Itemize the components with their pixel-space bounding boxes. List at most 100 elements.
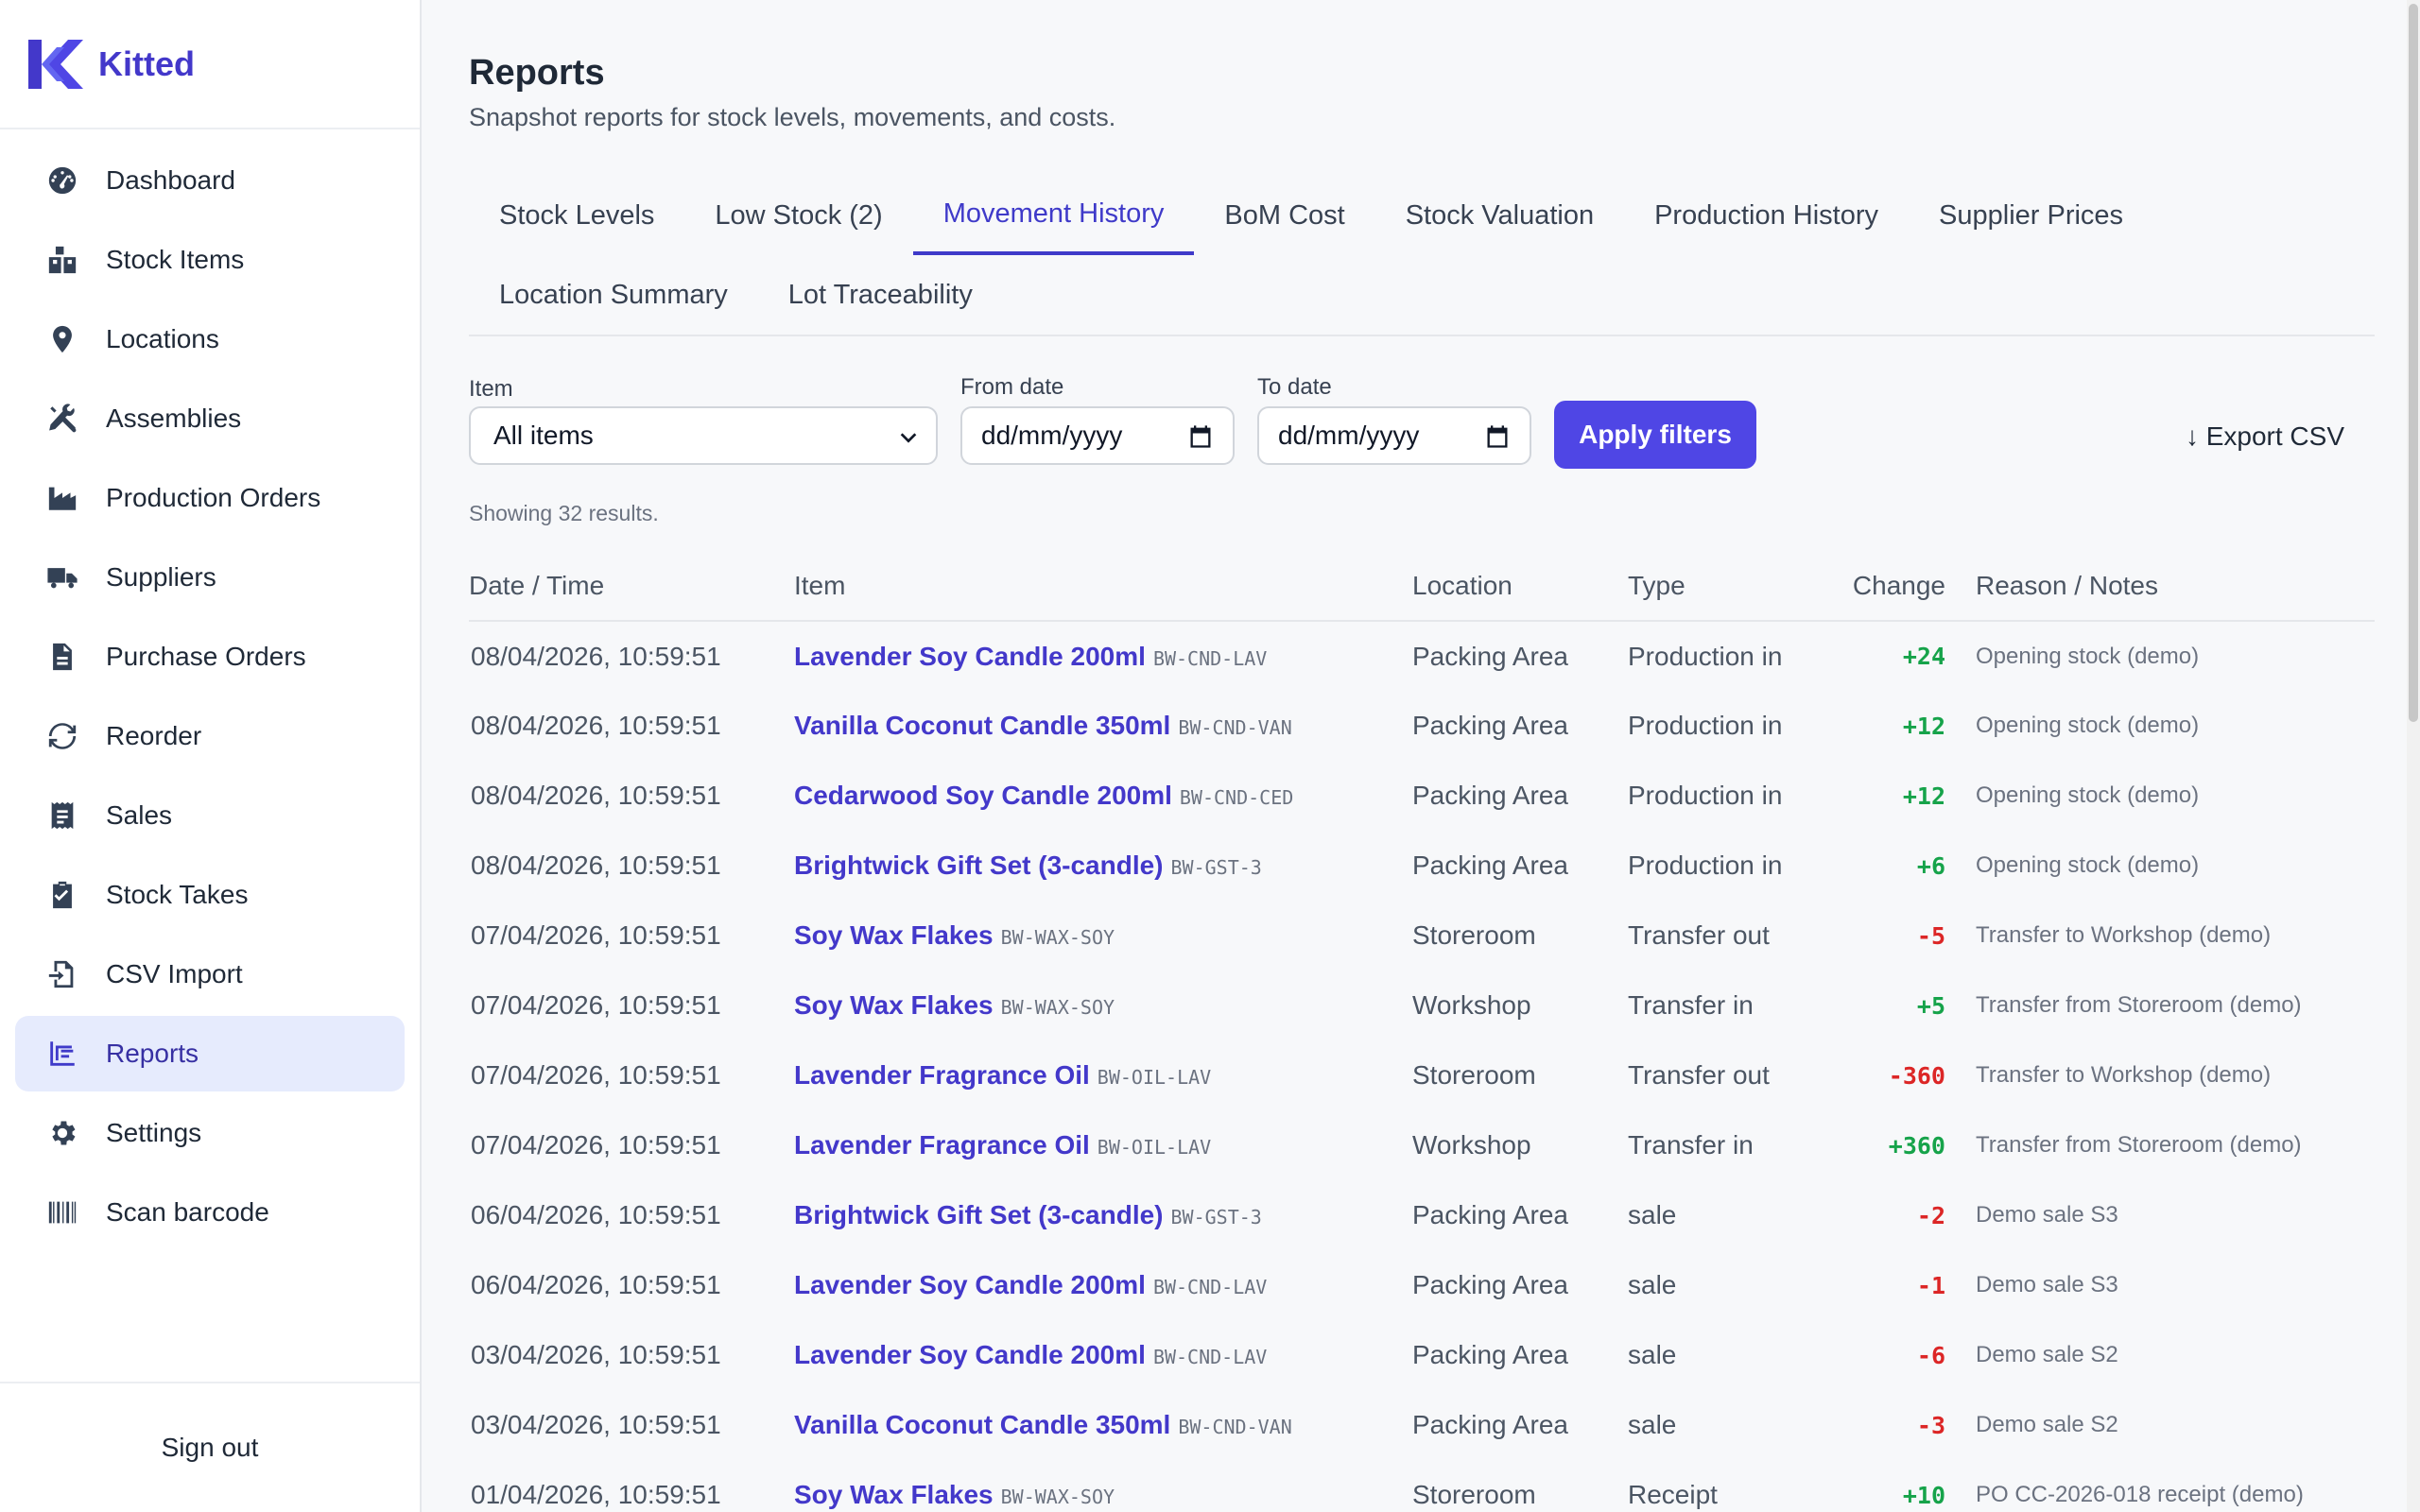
column-header-change[interactable]: Change [1817,551,1976,622]
cell-item: Cedarwood Soy Candle 200ml BW-CND-CED [794,761,1412,831]
factory-icon [45,481,79,515]
apply-filters-button[interactable]: Apply filters [1554,401,1756,469]
tab-stock-levels[interactable]: Stock Levels [499,199,655,231]
boxes-icon [45,243,79,277]
sidebar-item-label: Purchase Orders [106,642,306,671]
column-header-location[interactable]: Location [1412,551,1628,622]
item-link[interactable]: Lavender Fragrance Oil [794,1130,1090,1160]
cell-notes: Opening stock (demo) [1976,643,2200,669]
map-pin-icon [45,322,79,356]
item-link[interactable]: Lavender Soy Candle 200ml [794,1340,1146,1369]
cell-notes: Transfer from Storeroom (demo) [1976,1132,2302,1158]
item-link[interactable]: Lavender Soy Candle 200ml [794,641,1146,671]
cell-item: Lavender Soy Candle 200ml BW-CND-LAV [794,1320,1412,1390]
item-link[interactable]: Lavender Fragrance Oil [794,1060,1090,1090]
sidebar-item-assemblies[interactable]: Assemblies [15,381,405,456]
column-header-type[interactable]: Type [1628,551,1817,622]
sidebar-item-reorder[interactable]: Reorder [15,698,405,774]
item-link[interactable]: Cedarwood Soy Candle 200ml [794,781,1172,810]
to-date-input[interactable]: dd/mm/yyyy [1257,406,1531,465]
barcode-icon [45,1195,79,1229]
sidebar-item-csv-import[interactable]: CSV Import [15,936,405,1012]
sidebar-item-label: Stock Items [106,245,245,274]
sidebar-item-label: Reorder [106,721,202,750]
tab-low-stock[interactable]: Low Stock (2) [715,199,883,231]
page-title: Reports [469,53,605,93]
tab-location-summary[interactable]: Location Summary [499,279,728,310]
cell-item: Soy Wax Flakes BW-WAX-SOY [794,901,1412,971]
item-filter-label: Item [469,376,513,402]
scrollbar-thumb[interactable] [2409,4,2418,722]
from-date-placeholder: dd/mm/yyyy [981,421,1123,450]
item-link[interactable]: Lavender Soy Candle 200ml [794,1270,1146,1299]
item-sku: BW-CND-VAN [1178,1416,1292,1438]
movement-history-table: Date / Time Item Location Type Change Re… [469,551,2375,1512]
table-row: 06/04/2026, 10:59:51 Lavender Soy Candle … [469,1250,2375,1320]
tab-movement-history[interactable]: Movement History [912,176,1195,255]
cell-location: Workshop [1412,990,1531,1020]
to-date-placeholder: dd/mm/yyyy [1278,421,1420,450]
cell-location: Packing Area [1412,1410,1568,1439]
tab-lot-traceability[interactable]: Lot Traceability [787,279,973,310]
tab-stock-valuation[interactable]: Stock Valuation [1405,199,1595,231]
sidebar-item-stock-items[interactable]: Stock Items [15,222,405,298]
sidebar-item-suppliers[interactable]: Suppliers [15,540,405,615]
sidebar-item-stock-takes[interactable]: Stock Takes [15,857,405,933]
cell-datetime: 07/04/2026, 10:59:51 [471,990,721,1020]
cell-location: Packing Area [1412,1270,1568,1299]
sign-out-button[interactable]: Sign out [161,1433,259,1462]
item-filter-value: All items [493,421,594,450]
tools-icon [45,402,79,436]
sidebar-item-locations[interactable]: Locations [15,301,405,377]
item-filter-select[interactable]: All items [469,406,938,465]
tab-supplier-prices[interactable]: Supplier Prices [1939,199,2124,231]
cell-change: +10 [1902,1481,1945,1509]
item-link[interactable]: Soy Wax Flakes [794,1480,994,1509]
scrollbar[interactable] [2407,0,2420,1512]
cell-item: Lavender Fragrance Oil BW-OIL-LAV [794,1040,1412,1110]
cell-location: Storeroom [1412,1060,1536,1090]
column-header-notes[interactable]: Reason / Notes [1976,551,2375,622]
table-header-row: Date / Time Item Location Type Change Re… [469,551,2375,622]
sidebar-item-scan-barcode[interactable]: Scan barcode [15,1175,405,1250]
table-row: 07/04/2026, 10:59:51 Soy Wax Flakes BW-WAX… [469,901,2375,971]
sidebar-item-settings[interactable]: Settings [15,1095,405,1171]
item-link[interactable]: Soy Wax Flakes [794,990,994,1020]
cell-notes: PO CC-2026-018 receipt (demo) [1976,1482,2304,1507]
cell-change: +5 [1916,991,1945,1020]
item-link[interactable]: Vanilla Coconut Candle 350ml [794,711,1171,740]
cell-location: Packing Area [1412,711,1568,740]
tab-bom-cost[interactable]: BoM Cost [1224,199,1345,231]
sidebar-item-production-orders[interactable]: Production Orders [15,460,405,536]
table-row: 01/04/2026, 10:59:51 Soy Wax Flakes BW-WAX… [469,1460,2375,1512]
sidebar-item-reports[interactable]: Reports [15,1016,405,1091]
calendar-icon[interactable] [1484,423,1511,450]
cell-change: -1 [1916,1271,1945,1299]
sidebar-item-purchase-orders[interactable]: Purchase Orders [15,619,405,695]
item-sku: BW-CND-VAN [1178,716,1292,739]
tab-production-history[interactable]: Production History [1654,199,1879,231]
cell-type: sale [1628,1340,1677,1369]
table-row: 07/04/2026, 10:59:51 Lavender Fragrance O… [469,1040,2375,1110]
cell-change: -5 [1916,921,1945,950]
gauge-icon [45,163,79,198]
sidebar-item-sales[interactable]: Sales [15,778,405,853]
sidebar-item-dashboard[interactable]: Dashboard [15,143,405,218]
cell-item: Vanilla Coconut Candle 350ml BW-CND-VAN [794,1390,1412,1460]
main-content: Reports Snapshot reports for stock level… [469,0,2375,1512]
export-csv-button[interactable]: ↓ Export CSV [2185,421,2344,451]
item-link[interactable]: Vanilla Coconut Candle 350ml [794,1410,1171,1439]
column-header-item[interactable]: Item [794,551,1412,622]
calendar-icon[interactable] [1187,423,1214,450]
cell-type: Production in [1628,781,1783,810]
column-header-datetime[interactable]: Date / Time [469,551,794,622]
item-link[interactable]: Soy Wax Flakes [794,920,994,950]
cell-type: sale [1628,1270,1677,1299]
item-link[interactable]: Brightwick Gift Set (3-candle) [794,1200,1164,1229]
brand[interactable]: Kitted [0,0,420,129]
from-date-input[interactable]: dd/mm/yyyy [960,406,1235,465]
cell-datetime: 01/04/2026, 10:59:51 [471,1480,721,1509]
item-link[interactable]: Brightwick Gift Set (3-candle) [794,850,1164,880]
cell-item: Soy Wax Flakes BW-WAX-SOY [794,1460,1412,1512]
sidebar-item-label: Scan barcode [106,1197,269,1227]
